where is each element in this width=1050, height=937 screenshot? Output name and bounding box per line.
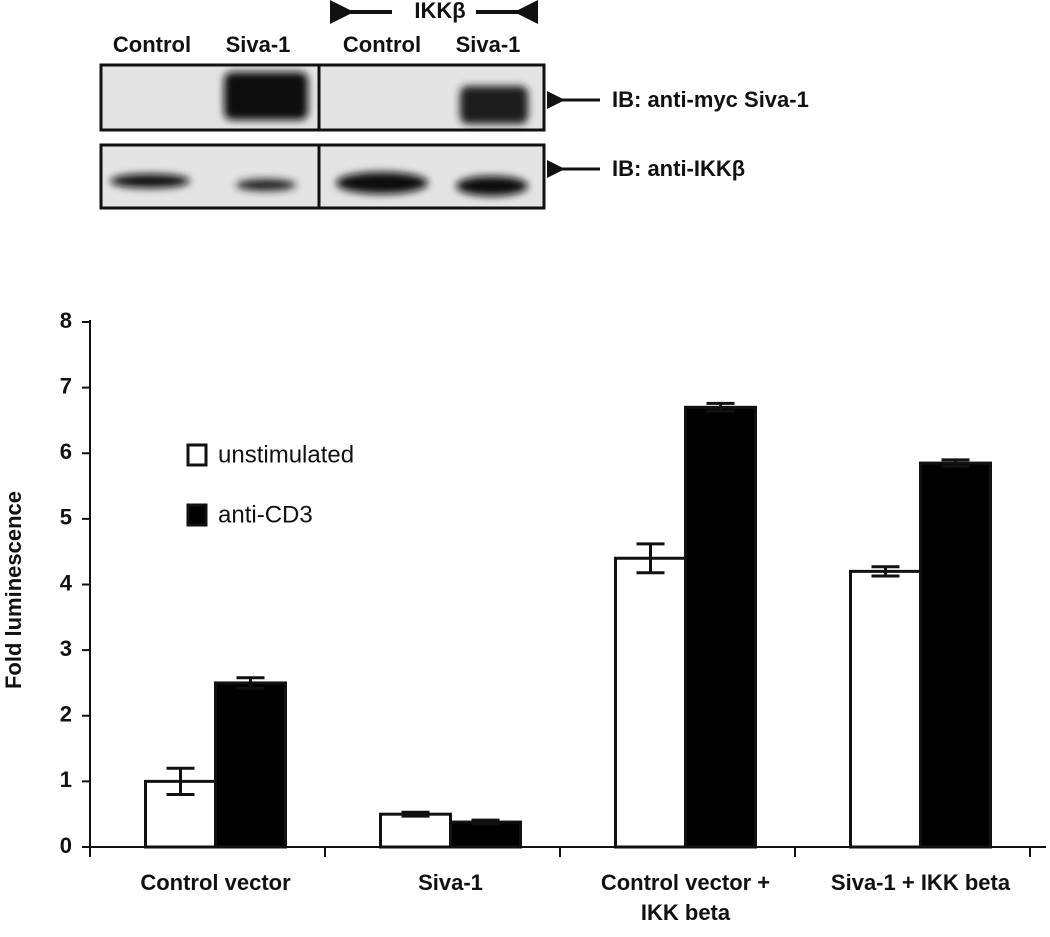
band [460,86,528,124]
band [456,176,528,196]
y-tick-label: 8 [60,308,72,333]
legend-label: unstimulated [218,441,354,468]
y-tick-label: 3 [60,636,72,661]
y-axis-label: Fold luminescence [1,491,26,689]
bar [214,681,287,849]
x-tick-label: Siva-1 + IKK beta [830,870,1011,895]
bar [449,820,522,849]
lane-label: Control [113,32,191,57]
x-tick-label: Control vector + IKK beta [600,870,771,925]
bar [849,569,922,849]
bar [144,779,217,849]
x-tick-label: Siva-1 [418,870,483,895]
lane-label: Siva-1 [456,32,521,57]
legend-swatch [186,443,208,467]
x-tick-label: Control vector [140,870,291,895]
error-bar [166,766,195,796]
y-tick-label: 2 [60,702,72,727]
band [110,174,190,188]
band [236,179,296,191]
western-blot: IKKβ Control Siva-1 Control Siva-1 IB: a… [99,0,809,210]
group-label: IKKβ [414,0,465,23]
y-tick-label: 6 [60,439,72,464]
error-bar [871,565,900,578]
error-bar [706,401,735,413]
error-bar [636,542,665,575]
bar [614,556,687,849]
bar [919,461,992,849]
y-tick-label: 1 [60,767,72,792]
y-tick-label: 0 [60,833,72,858]
error-bar [401,810,430,818]
legend-swatch [186,503,208,527]
lane-label: Control [343,32,421,57]
error-bar [471,818,500,826]
lane-label: Siva-1 [226,32,291,57]
row-label: IB: anti-IKKβ [612,156,745,181]
bar [379,812,452,849]
row-label: IB: anti-myc Siva-1 [612,87,809,112]
error-bar [236,676,265,690]
bar [684,405,757,849]
y-tick-label: 7 [60,373,72,398]
y-tick-label: 4 [60,570,73,595]
band [336,172,428,194]
error-bar [941,458,970,468]
band [224,72,308,120]
y-tick-label: 5 [60,505,72,530]
legend-label: anti-CD3 [218,501,313,528]
